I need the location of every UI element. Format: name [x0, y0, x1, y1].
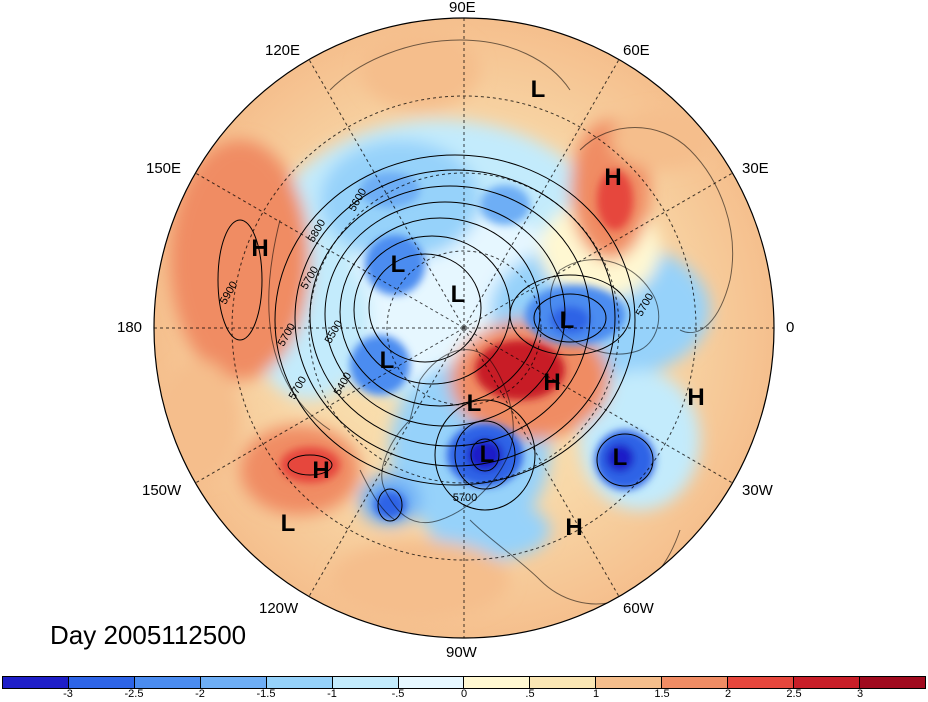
colorbar-segment [530, 677, 597, 688]
lon-label-60e: 60E [623, 42, 650, 59]
colorbar-segment [464, 677, 531, 688]
contour-label: 5700 [452, 492, 478, 504]
colorbar-segment [3, 677, 69, 688]
colorbar-tick-label: 0 [460, 688, 468, 700]
low-pressure-marker: L [612, 444, 628, 471]
colorbar-segment [596, 677, 663, 688]
height-contours [217, 154, 654, 522]
colorbar-tick-label: -2.5 [124, 688, 144, 700]
high-pressure-marker: H [543, 369, 561, 396]
lon-label-60w: 60W [623, 600, 654, 617]
high-pressure-marker: H [604, 164, 622, 191]
colorbar-tick-label: -3 [63, 688, 73, 700]
polar-map [153, 17, 775, 639]
day-label: Day 2005112500 [50, 620, 247, 650]
colorbar-tick-label: 1 [592, 688, 600, 700]
lon-label-30e: 30E [742, 160, 769, 177]
high-pressure-marker: H [312, 457, 330, 484]
colorbar-segment [728, 677, 795, 688]
high-pressure-marker: H [687, 384, 705, 411]
low-pressure-marker: L [559, 307, 575, 334]
colorbar-segment [398, 677, 465, 688]
low-pressure-marker: L [450, 281, 466, 308]
lon-label-180: 180 [117, 319, 143, 336]
colorbar-tick-label: -.5 [391, 688, 405, 700]
colorbar-tick-label: 1.5 [654, 688, 670, 700]
low-pressure-marker: L [280, 510, 296, 537]
lon-label-150e: 150E [146, 160, 182, 177]
lon-label-120e: 120E [265, 42, 301, 59]
lon-label-120w: 120W [259, 600, 299, 617]
colorbar-tick-label: 2 [724, 688, 732, 700]
colorbar-segment [266, 677, 333, 688]
low-pressure-marker: L [466, 390, 482, 417]
colorbar [2, 676, 926, 689]
low-pressure-marker: L [479, 441, 495, 468]
colorbar-segment [662, 677, 729, 688]
lon-label-90w: 90W [446, 644, 477, 661]
colorbar-segment [332, 677, 399, 688]
lon-label-90e: 90E [449, 0, 476, 16]
map-boundary [153, 17, 775, 639]
colorbar-tick-label: 3 [856, 688, 864, 700]
colorbar-tick-label: -1 [327, 688, 337, 700]
high-pressure-marker: H [251, 235, 269, 262]
lon-label-150w: 150W [142, 482, 182, 499]
low-pressure-marker: L [530, 76, 546, 103]
high-pressure-marker: H [565, 514, 583, 541]
anomaly-field [154, 18, 774, 638]
colorbar-tick-label: -1.5 [256, 688, 276, 700]
colorbar-tick-label: -2 [195, 688, 205, 700]
colorbar-segment [134, 677, 201, 688]
low-pressure-marker: L [379, 347, 395, 374]
graticule [154, 18, 774, 638]
lon-label-30w: 30W [742, 482, 773, 499]
colorbar-segment [859, 677, 925, 688]
colorbar-segment [200, 677, 267, 688]
lon-label-0: 0 [786, 319, 795, 336]
colorbar-segment [68, 677, 135, 688]
colorbar-segment [794, 677, 860, 688]
colorbar-tick-label: .5 [525, 688, 535, 700]
colorbar-tick-label: 2.5 [786, 688, 802, 700]
low-pressure-marker: L [390, 251, 406, 278]
